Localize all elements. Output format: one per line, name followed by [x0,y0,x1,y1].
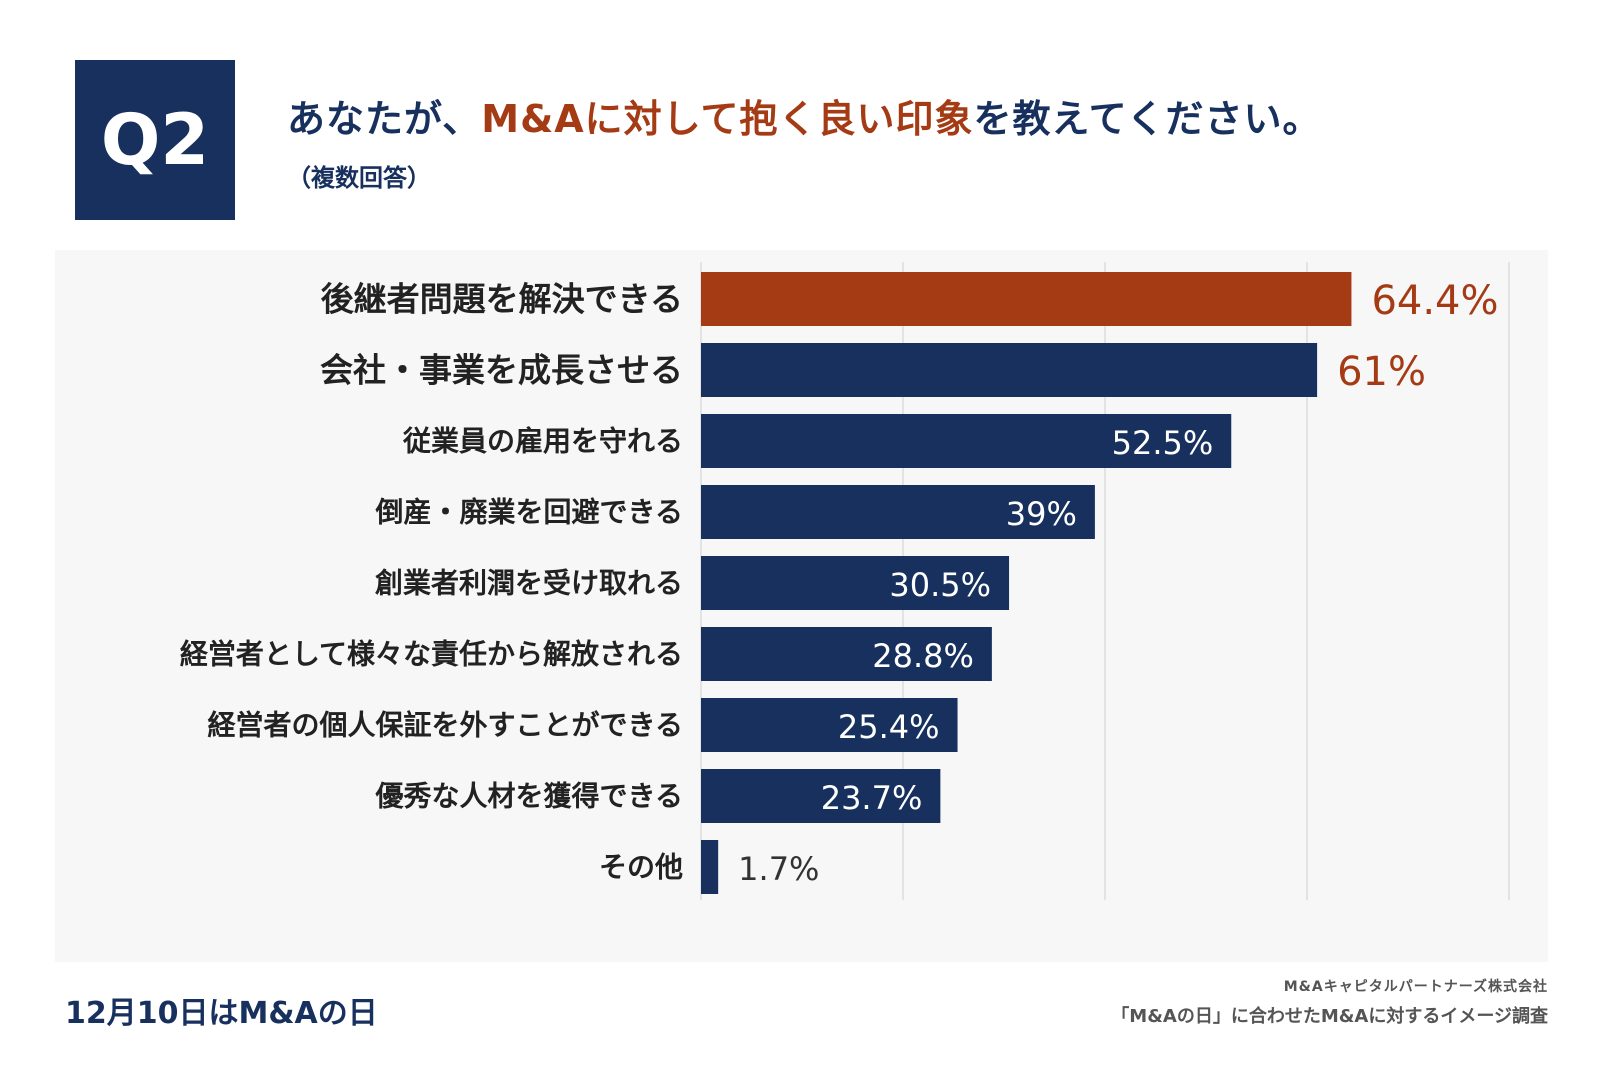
category-label: 倒産・廃業を回避できる [375,496,683,529]
footer-company: M&Aキャピタルパートナーズ株式会社 [1283,979,1548,995]
category-label: 経営者の個人保証を外すことができる [208,709,683,742]
value-label: 64.4% [1371,278,1498,324]
category-label: 創業者利潤を受け取れる [375,567,683,600]
bar [701,769,941,823]
chart-panel: 後継者問題を解決できる 64.4% 会社・事業を成長させる 61% 従業員の雇用を守れる… [55,250,1548,962]
bar [701,698,958,752]
category-label: その他 [599,851,683,884]
value-label: 52.5% [1112,424,1214,462]
question-title-suffix: を教えてください。 [973,97,1322,141]
value-label: 28.8% [872,637,974,675]
footer-survey-name: 「M&Aの日」に合わせたM&Aに対するイメージ調査 [1111,1006,1548,1027]
bar [701,272,1352,326]
footer-event-logo: 12月10日はM&Aの日 [65,996,378,1031]
category-label: 後継者問題を解決できる [321,280,683,319]
value-label: 23.7% [821,779,923,817]
question-title-prefix: あなたが、 [287,97,482,141]
question-subtitle: （複数回答） [287,164,431,192]
category-label: 優秀な人材を獲得できる [375,780,683,813]
question-title: あなたが、M&Aに対して抱く良い印象を教えてください。 [287,88,1321,143]
value-label: 39% [1006,495,1077,533]
question-title-highlight: M&Aに対して抱く良い印象 [481,97,974,141]
bar [701,556,1010,610]
value-label: 61% [1337,349,1426,395]
question-number: Q2 [100,99,210,181]
value-label: 30.5% [889,566,991,604]
category-label: 従業員の雇用を守れる [402,425,683,458]
category-label: 経営者として様々な責任から解放される [180,638,683,671]
footer-credits: M&Aキャピタルパートナーズ株式会社 「M&Aの日」に合わせたM&Aに対するイメ… [1111,976,1548,1028]
bar [701,485,1095,539]
value-label: 25.4% [838,708,940,746]
bar [701,627,992,681]
bar [701,414,1232,468]
value-label: 1.7% [738,850,819,888]
question-number-badge: Q2 [75,60,235,220]
bar [701,343,1318,397]
category-label: 会社・事業を成長させる [320,351,683,390]
bar-chart: 後継者問題を解決できる 64.4% 会社・事業を成長させる 61% 従業員の雇用を守れる… [180,262,1510,900]
bar [701,840,719,894]
